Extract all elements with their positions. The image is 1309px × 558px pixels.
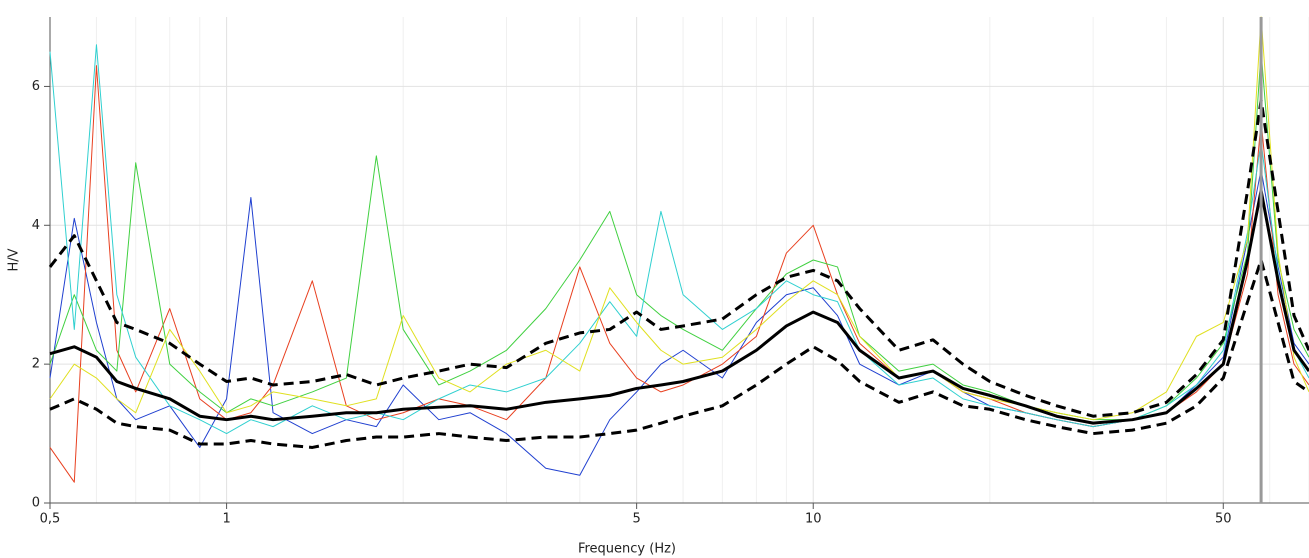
mean-curve [49, 189, 1309, 425]
y-axis-title: H/V [7, 248, 22, 271]
y-tick-label: 0 [32, 496, 40, 511]
window-curve [49, 16, 1309, 421]
y-tick-label: 2 [32, 357, 40, 372]
y-tick-label: 4 [32, 218, 40, 233]
x-axis-title: Frequency (Hz) [578, 542, 676, 557]
std-curve [49, 258, 1309, 449]
x-tick-label: 5 [632, 512, 640, 527]
window-curve [49, 169, 1309, 476]
x-tick-label: 1 [222, 512, 230, 527]
x-tick-label: 0,5 [40, 512, 61, 527]
window-curve [49, 44, 1309, 435]
std-curve [48, 98, 1309, 418]
y-tick-label: 6 [32, 79, 40, 94]
x-tick-label: 10 [805, 512, 822, 527]
x-tick-label: 50 [1215, 512, 1232, 527]
